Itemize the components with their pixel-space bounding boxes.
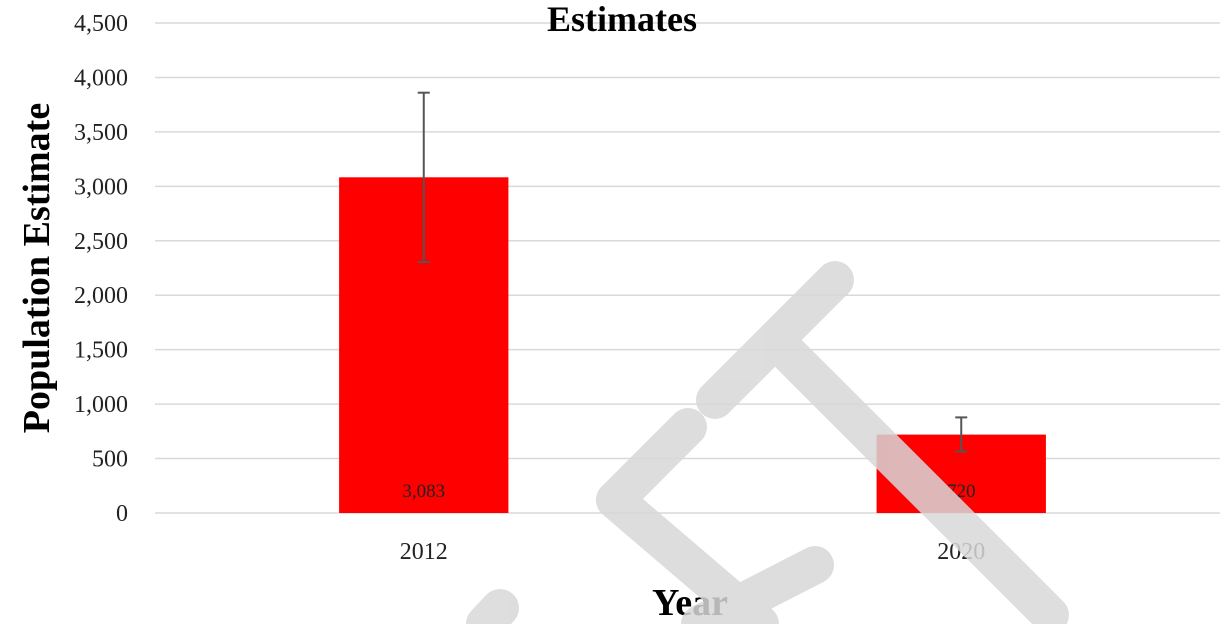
data-label-2012: 3,083 [402,481,445,502]
error-bars [417,91,968,453]
y-tick-label: 4,500 [74,11,128,37]
y-tick-label: 1,000 [74,392,128,418]
y-axis-label: Population Estimate [16,103,58,433]
watermark [466,261,1069,624]
y-tick-label: 500 [92,447,128,473]
y-tick-label: 0 [116,501,128,527]
y-tick-label: 2,000 [74,283,128,309]
bars [339,177,1046,513]
chart-title: Estimates [547,0,697,39]
y-tick-labels: 0 500 1,000 1,500 2,000 2,500 3,000 3,500 4,000 4… [74,11,128,527]
y-tick-label: 3,000 [74,174,128,200]
y-tick-label: 2,500 [74,229,128,255]
gridlines [155,22,1220,514]
y-tick-label: 3,500 [74,120,128,146]
y-tick-label: 4,000 [74,65,128,91]
y-tick-label: 1,500 [74,338,128,364]
x-tick-label-2012: 2012 [400,539,448,565]
